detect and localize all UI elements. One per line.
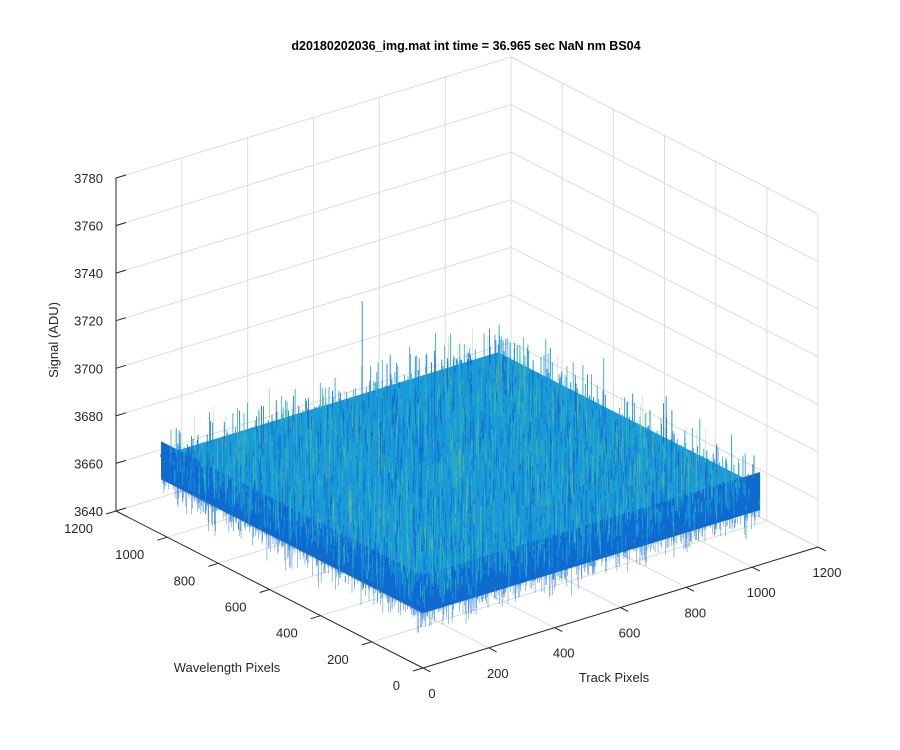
y-tick-label: 600: [225, 600, 247, 615]
x-tick-label: 0: [428, 686, 435, 701]
grid-line: [115, 104, 512, 227]
y-tick-label: 800: [174, 573, 196, 588]
y-tick: [208, 562, 219, 567]
x-tick-label: 200: [487, 666, 509, 681]
y-axis-label: Wavelength Pixels: [174, 660, 281, 675]
surface-edge-noise: [162, 475, 760, 633]
z-tick: [115, 364, 127, 369]
y-tick: [259, 589, 270, 593]
y-tick: [310, 615, 321, 620]
grid-line: [371, 520, 767, 643]
grid-line: [510, 199, 819, 358]
x-tick: [620, 607, 629, 612]
y-tick: [157, 536, 168, 541]
grid-line: [115, 151, 512, 274]
y-tick-label: 200: [327, 652, 349, 667]
z-tick-label: 3660: [74, 456, 103, 471]
x-tick: [817, 546, 826, 552]
y-tick: [412, 667, 424, 672]
x-tick: [686, 586, 695, 592]
grid-line: [510, 341, 819, 500]
x-tick-label: 400: [553, 646, 575, 661]
z-tick-label: 3680: [74, 409, 103, 424]
x-axis-label: Track Pixels: [579, 670, 650, 685]
x-tick-label: 1200: [813, 565, 842, 580]
z-tick-label: 3740: [74, 266, 103, 281]
z-axis-label: Signal (ADU): [46, 302, 61, 378]
x-tick: [422, 667, 431, 673]
grid-line: [510, 104, 819, 263]
z-tick: [115, 222, 127, 227]
tick-labels: 0 200 400 600 800 1000 1200 0 200 400 600 800 1000 12…: [64, 171, 841, 701]
x-tick-label: 600: [619, 626, 641, 641]
grid-line: [115, 199, 512, 322]
x-tick: [751, 566, 761, 572]
z-tick-label: 3760: [74, 219, 103, 234]
grid-line: [115, 56, 512, 179]
y-tick: [105, 510, 117, 515]
z-tick: [115, 507, 127, 512]
grid-line: [115, 294, 512, 417]
z-tick: [115, 174, 127, 179]
grid-line: [510, 151, 819, 310]
grid-line: [510, 56, 819, 215]
grid-line: [510, 246, 819, 405]
z-tick: [115, 459, 127, 464]
x-tick: [488, 647, 497, 653]
y-tick-label: 0: [393, 678, 400, 693]
z-tick-label: 3720: [74, 314, 103, 329]
surface-accents: [174, 328, 754, 573]
grid-line: [115, 341, 512, 464]
y-tick-label: 400: [276, 626, 298, 641]
z-tick: [115, 317, 127, 322]
grid-line: [115, 246, 512, 369]
z-tick-label: 3780: [74, 171, 103, 186]
z-tick-label: 3700: [74, 361, 103, 376]
z-tick: [115, 412, 127, 417]
axes: [105, 174, 826, 673]
y-tick: [361, 641, 372, 646]
y-tick-label: 1200: [64, 521, 93, 536]
surface-noise: [170, 336, 747, 599]
x-tick-label: 1000: [747, 585, 776, 600]
data-surface: [160, 301, 761, 633]
x-tick: [554, 627, 563, 633]
grid-line: [510, 294, 819, 453]
chart-title: d20180202036_img.mat int time = 36.965 s…: [291, 39, 640, 53]
z-tick-label: 3640: [74, 504, 103, 519]
z-tick: [115, 269, 127, 274]
y-tick-label: 1000: [115, 547, 144, 562]
x-tick-label: 800: [684, 605, 706, 620]
